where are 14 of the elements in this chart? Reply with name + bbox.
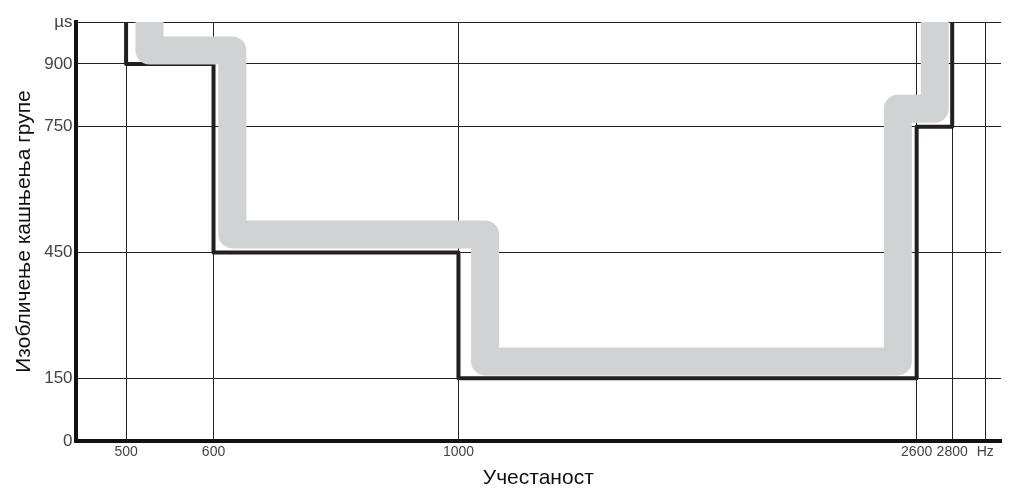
- y-tick-label: 750: [44, 116, 73, 136]
- x-tick-label: Hz: [976, 443, 994, 460]
- x-tick-label: 2600: [901, 443, 933, 460]
- y-tick-label: µs: [54, 11, 73, 31]
- y-tick-label: 900: [44, 53, 73, 73]
- x-axis-title: Учестаност: [482, 465, 595, 489]
- y-tick-label: 450: [44, 242, 73, 262]
- y-tick-label: 0: [63, 430, 73, 450]
- x-tick-label: 600: [201, 443, 226, 460]
- x-tick-label: 1000: [442, 443, 475, 460]
- y-tick-label: 150: [44, 367, 73, 387]
- x-tick-label: 500: [114, 443, 138, 460]
- y-axis-title: Изобличење кашњења групе: [11, 90, 35, 373]
- x-tick-label: 2800: [936, 443, 968, 460]
